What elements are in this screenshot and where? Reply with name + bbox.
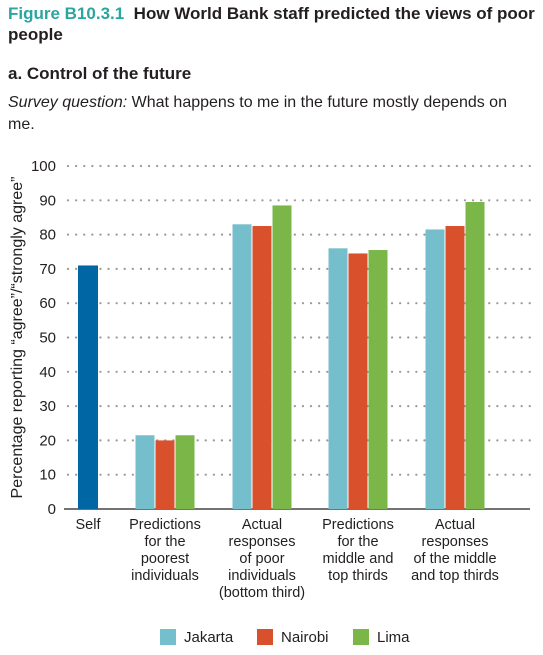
x-category-label: and top thirds [411,568,499,584]
survey-question: Survey question: What happens to me in t… [8,92,538,136]
x-category-label: for the [144,534,185,550]
panel-title: a. Control of the future [8,64,192,83]
legend-label-lima: Lima [377,628,410,646]
y-tick-label: 60 [39,295,56,312]
bar-lima [465,202,485,509]
legend-item-nairobi: Nairobi [257,626,329,648]
x-category-label: individuals [228,568,296,584]
x-category-label: individuals [131,568,199,584]
bar-nairobi [348,253,368,509]
x-category-label: responses [422,534,489,550]
survey-lead: Survey question: [8,94,128,111]
x-category-label: poorest [141,551,189,567]
legend-item-lima: Lima [353,626,410,648]
legend-swatch-nairobi [257,629,273,645]
chart-legend: Jakarta Nairobi Lima [0,626,543,648]
bar-jakarta [232,224,252,509]
bar-jakarta [425,229,445,509]
bar-jakarta [135,435,155,509]
legend-swatch-lima [353,629,369,645]
bar-nairobi [155,440,175,509]
legend-item-jakarta: Jakarta [160,626,233,648]
survey-text: What happens to me in the future mostly … [8,94,507,133]
y-tick-label: 50 [39,330,56,347]
x-category-label: Actual [435,517,475,533]
y-tick-label: 0 [48,501,56,518]
y-tick-label: 70 [39,261,56,278]
y-tick-label: 30 [39,398,56,415]
x-category-label: middle and [323,551,394,567]
x-category-label: Predictions [129,517,201,533]
x-category-label: Actual [242,517,282,533]
bar-lima [272,205,292,509]
x-category-label: (bottom third) [219,585,305,601]
x-category-label: Self [76,517,102,533]
legend-swatch-jakarta [160,629,176,645]
x-category-label: of the middle [413,551,496,567]
bar-nairobi [252,226,272,509]
x-category-label: for the [337,534,378,550]
bar-lima [175,435,195,509]
figure-title-text: How World Bank staff predicted the views… [8,4,535,44]
figure-title: Figure B10.3.1 How World Bank staff pred… [8,3,538,45]
legend-label-jakarta: Jakarta [184,628,234,646]
x-category-label: top thirds [328,568,388,584]
bar-self [78,265,98,509]
x-category-label: responses [229,534,296,550]
y-tick-label: 20 [39,432,56,449]
y-tick-label: 80 [39,227,56,244]
legend-label-nairobi: Nairobi [281,628,329,646]
y-axis-label: Percentage reporting “agree”/“strongly a… [9,177,26,499]
y-tick-label: 40 [39,364,56,381]
bar-jakarta [328,248,348,509]
y-tick-label: 100 [31,158,56,175]
x-category-label: Predictions [322,517,394,533]
y-tick-label: 10 [39,467,56,484]
x-category-label: of poor [239,551,284,567]
figure-number: Figure B10.3.1 [8,4,125,23]
bar-chart: 0 10 20 30 40 50 60 70 80 90 100 Percentage reporti… [9,158,532,601]
bar-nairobi [445,226,465,509]
bar-lima [368,250,388,509]
y-tick-label: 90 [39,192,56,209]
